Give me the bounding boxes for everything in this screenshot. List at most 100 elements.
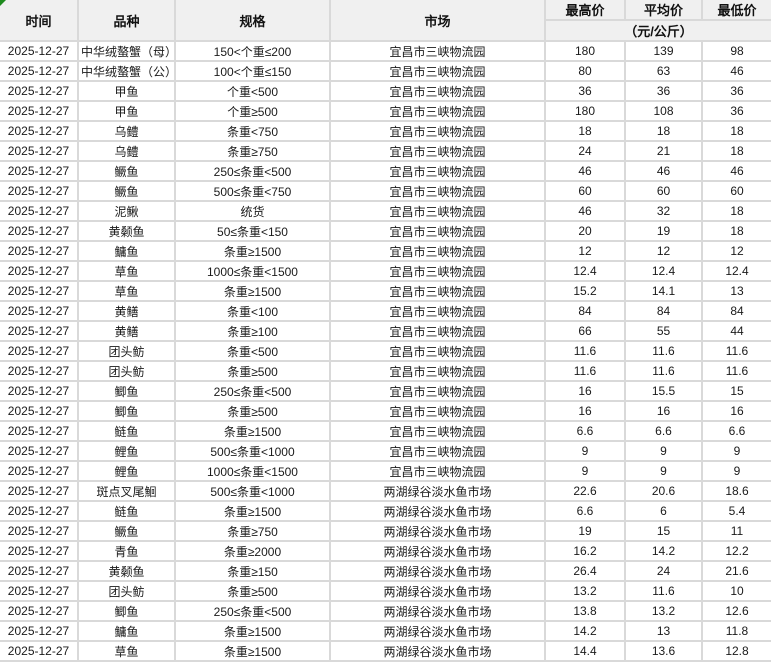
cell-avg-price[interactable]: 13.2 — [624, 600, 703, 622]
cell-spec[interactable]: 1000≤条重<1500 — [174, 460, 331, 482]
cell-date[interactable]: 2025-12-27 — [0, 160, 79, 182]
cell-high-price[interactable]: 16 — [544, 380, 626, 402]
cell-spec[interactable]: 500≤条重<1000 — [174, 440, 331, 462]
cell-high-price[interactable]: 26.4 — [544, 560, 626, 582]
cell-high-price[interactable]: 9 — [544, 460, 626, 482]
cell-avg-price[interactable]: 16 — [624, 400, 703, 422]
cell-market[interactable]: 宜昌市三峡物流园 — [329, 320, 546, 342]
cell-market[interactable]: 两湖绿谷淡水鱼市场 — [329, 520, 546, 542]
cell-low-price[interactable]: 21.6 — [701, 560, 771, 582]
cell-spec[interactable]: 条重≥1500 — [174, 280, 331, 302]
cell-low-price[interactable]: 12 — [701, 240, 771, 262]
cell-low-price[interactable]: 11.6 — [701, 360, 771, 382]
cell-market[interactable]: 宜昌市三峡物流园 — [329, 200, 546, 222]
cell-species[interactable]: 鳜鱼 — [77, 160, 176, 182]
cell-species[interactable]: 中华绒螯蟹（公） — [77, 60, 176, 82]
cell-low-price[interactable]: 11 — [701, 520, 771, 542]
cell-date[interactable]: 2025-12-27 — [0, 380, 79, 402]
cell-species[interactable]: 斑点叉尾鮰 — [77, 480, 176, 502]
cell-low-price[interactable]: 18 — [701, 140, 771, 162]
cell-species[interactable]: 甲鱼 — [77, 80, 176, 102]
cell-date[interactable]: 2025-12-27 — [0, 320, 79, 342]
cell-avg-price[interactable]: 12 — [624, 240, 703, 262]
cell-low-price[interactable]: 12.2 — [701, 540, 771, 562]
cell-high-price[interactable]: 14.4 — [544, 640, 626, 662]
cell-species[interactable]: 鳜鱼 — [77, 180, 176, 202]
cell-date[interactable]: 2025-12-27 — [0, 560, 79, 582]
cell-low-price[interactable]: 9 — [701, 460, 771, 482]
cell-high-price[interactable]: 80 — [544, 60, 626, 82]
cell-avg-price[interactable]: 84 — [624, 300, 703, 322]
cell-species[interactable]: 乌鳢 — [77, 120, 176, 142]
cell-avg-price[interactable]: 18 — [624, 120, 703, 142]
cell-low-price[interactable]: 13 — [701, 280, 771, 302]
cell-low-price[interactable]: 84 — [701, 300, 771, 322]
cell-high-price[interactable]: 11.6 — [544, 360, 626, 382]
cell-spec[interactable]: 条重≥2000 — [174, 540, 331, 562]
cell-species[interactable]: 乌鳢 — [77, 140, 176, 162]
cell-market[interactable]: 宜昌市三峡物流园 — [329, 120, 546, 142]
cell-spec[interactable]: 50≤条重<150 — [174, 220, 331, 242]
cell-spec[interactable]: 条重≥150 — [174, 560, 331, 582]
cell-spec[interactable]: 250≤条重<500 — [174, 380, 331, 402]
cell-species[interactable]: 青鱼 — [77, 540, 176, 562]
cell-date[interactable]: 2025-12-27 — [0, 640, 79, 662]
cell-avg-price[interactable]: 6 — [624, 500, 703, 522]
cell-avg-price[interactable]: 13.6 — [624, 640, 703, 662]
cell-market[interactable]: 两湖绿谷淡水鱼市场 — [329, 620, 546, 642]
cell-spec[interactable]: 条重≥1500 — [174, 240, 331, 262]
cell-high-price[interactable]: 60 — [544, 180, 626, 202]
cell-market[interactable]: 两湖绿谷淡水鱼市场 — [329, 640, 546, 662]
cell-high-price[interactable]: 6.6 — [544, 500, 626, 522]
cell-high-price[interactable]: 12.4 — [544, 260, 626, 282]
col-header-avg-price[interactable]: 平均价 — [624, 0, 703, 21]
cell-avg-price[interactable]: 24 — [624, 560, 703, 582]
cell-low-price[interactable]: 15 — [701, 380, 771, 402]
cell-date[interactable]: 2025-12-27 — [0, 580, 79, 602]
cell-spec[interactable]: 条重<100 — [174, 300, 331, 322]
cell-species[interactable]: 草鱼 — [77, 640, 176, 662]
cell-species[interactable]: 泥鳅 — [77, 200, 176, 222]
cell-species[interactable]: 鲤鱼 — [77, 460, 176, 482]
cell-market[interactable]: 两湖绿谷淡水鱼市场 — [329, 480, 546, 502]
cell-date[interactable]: 2025-12-27 — [0, 140, 79, 162]
col-header-time[interactable]: 时间 — [0, 0, 79, 42]
cell-high-price[interactable]: 12 — [544, 240, 626, 262]
cell-low-price[interactable]: 36 — [701, 80, 771, 102]
col-header-high-price[interactable]: 最高价 — [544, 0, 626, 21]
cell-date[interactable]: 2025-12-27 — [0, 500, 79, 522]
cell-low-price[interactable]: 46 — [701, 60, 771, 82]
cell-high-price[interactable]: 20 — [544, 220, 626, 242]
cell-spec[interactable]: 1000≤条重<1500 — [174, 260, 331, 282]
cell-high-price[interactable]: 6.6 — [544, 420, 626, 442]
cell-species[interactable]: 甲鱼 — [77, 100, 176, 122]
col-header-market[interactable]: 市场 — [329, 0, 546, 42]
cell-date[interactable]: 2025-12-27 — [0, 120, 79, 142]
cell-species[interactable]: 鳙鱼 — [77, 620, 176, 642]
col-header-spec[interactable]: 规格 — [174, 0, 331, 42]
cell-low-price[interactable]: 18 — [701, 200, 771, 222]
cell-species[interactable]: 鲤鱼 — [77, 440, 176, 462]
cell-low-price[interactable]: 18 — [701, 220, 771, 242]
cell-high-price[interactable]: 19 — [544, 520, 626, 542]
cell-low-price[interactable]: 18.6 — [701, 480, 771, 502]
cell-date[interactable]: 2025-12-27 — [0, 520, 79, 542]
cell-avg-price[interactable]: 21 — [624, 140, 703, 162]
cell-market[interactable]: 宜昌市三峡物流园 — [329, 420, 546, 442]
cell-spec[interactable]: 条重≥750 — [174, 140, 331, 162]
cell-spec[interactable]: 条重<750 — [174, 120, 331, 142]
cell-low-price[interactable]: 12.4 — [701, 260, 771, 282]
cell-high-price[interactable]: 24 — [544, 140, 626, 162]
cell-low-price[interactable]: 44 — [701, 320, 771, 342]
cell-species[interactable]: 鳜鱼 — [77, 520, 176, 542]
cell-avg-price[interactable]: 6.6 — [624, 420, 703, 442]
cell-spec[interactable]: 条重≥500 — [174, 360, 331, 382]
cell-date[interactable]: 2025-12-27 — [0, 220, 79, 242]
cell-high-price[interactable]: 9 — [544, 440, 626, 462]
cell-market[interactable]: 宜昌市三峡物流园 — [329, 180, 546, 202]
cell-spec[interactable]: 条重≥750 — [174, 520, 331, 542]
cell-date[interactable]: 2025-12-27 — [0, 540, 79, 562]
cell-high-price[interactable]: 16 — [544, 400, 626, 422]
cell-market[interactable]: 宜昌市三峡物流园 — [329, 40, 546, 62]
cell-date[interactable]: 2025-12-27 — [0, 440, 79, 462]
